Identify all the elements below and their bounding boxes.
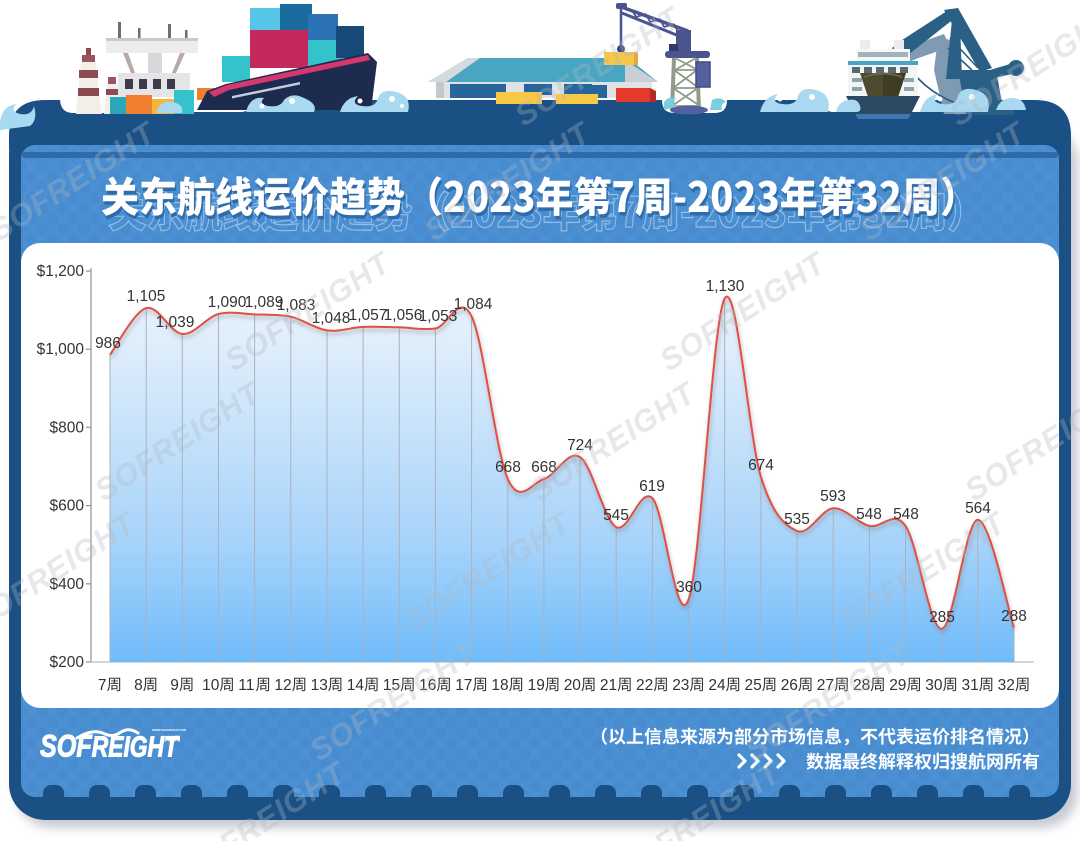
svg-text:674: 674 [748,457,774,474]
svg-text:16: 16 [419,677,436,694]
svg-text:1,053: 1,053 [419,308,458,325]
svg-text:9: 9 [170,677,179,694]
svg-text:29: 29 [889,677,906,694]
svg-text:21: 21 [600,677,617,694]
svg-text:27: 27 [817,677,834,694]
svg-text:$600: $600 [50,498,85,515]
svg-text:17: 17 [455,677,472,694]
svg-text:1,039: 1,039 [156,314,195,331]
svg-text:668: 668 [495,459,521,476]
svg-text:1,130: 1,130 [706,278,745,295]
svg-text:548: 548 [893,506,919,523]
svg-text:$1,200: $1,200 [37,263,85,280]
svg-text:724: 724 [567,437,593,454]
svg-text:30: 30 [925,677,943,694]
svg-text:25: 25 [745,677,762,694]
svg-text:1,048: 1,048 [312,310,351,327]
svg-text:11: 11 [238,677,254,694]
svg-text:1,056: 1,056 [384,307,423,324]
svg-text:986: 986 [95,335,121,352]
svg-text:31: 31 [962,677,979,694]
svg-text:535: 535 [784,511,810,528]
svg-text:288: 288 [1001,608,1027,625]
svg-text:20: 20 [564,677,582,694]
svg-text:WWW.SOFREIGHT.COM: WWW.SOFREIGHT.COM [152,728,187,732]
svg-text:18: 18 [491,677,508,694]
svg-text:$200: $200 [50,654,85,671]
svg-text:593: 593 [820,488,846,505]
svg-text:15: 15 [383,677,400,694]
svg-text:$1,000: $1,000 [37,341,85,358]
svg-text:360: 360 [676,579,702,596]
svg-text:1,083: 1,083 [277,297,316,314]
svg-text:7: 7 [98,677,107,694]
svg-text:26: 26 [781,677,798,694]
svg-text:1,084: 1,084 [454,296,493,313]
svg-text:1,090: 1,090 [208,294,247,311]
svg-text:32: 32 [998,677,1015,694]
svg-text:8: 8 [134,677,143,694]
svg-text:545: 545 [603,507,629,524]
svg-text:1,105: 1,105 [127,288,166,305]
svg-text:564: 564 [965,500,991,517]
svg-text:285: 285 [929,609,955,626]
svg-text:10: 10 [202,677,220,694]
svg-text:24: 24 [708,677,726,694]
svg-text:12: 12 [274,677,291,694]
svg-text:1,089: 1,089 [245,294,284,311]
svg-text:19: 19 [528,677,545,694]
svg-text:22: 22 [636,677,653,694]
svg-text:23: 23 [672,677,689,694]
svg-text:$800: $800 [50,419,85,436]
svg-text:619: 619 [639,478,665,495]
svg-text:13: 13 [311,677,328,694]
svg-text:14: 14 [347,677,365,694]
svg-text:28: 28 [853,677,870,694]
svg-text:$400: $400 [50,576,85,593]
svg-text:548: 548 [856,506,882,523]
svg-text:668: 668 [531,459,557,476]
svg-text:1,057: 1,057 [349,307,388,324]
